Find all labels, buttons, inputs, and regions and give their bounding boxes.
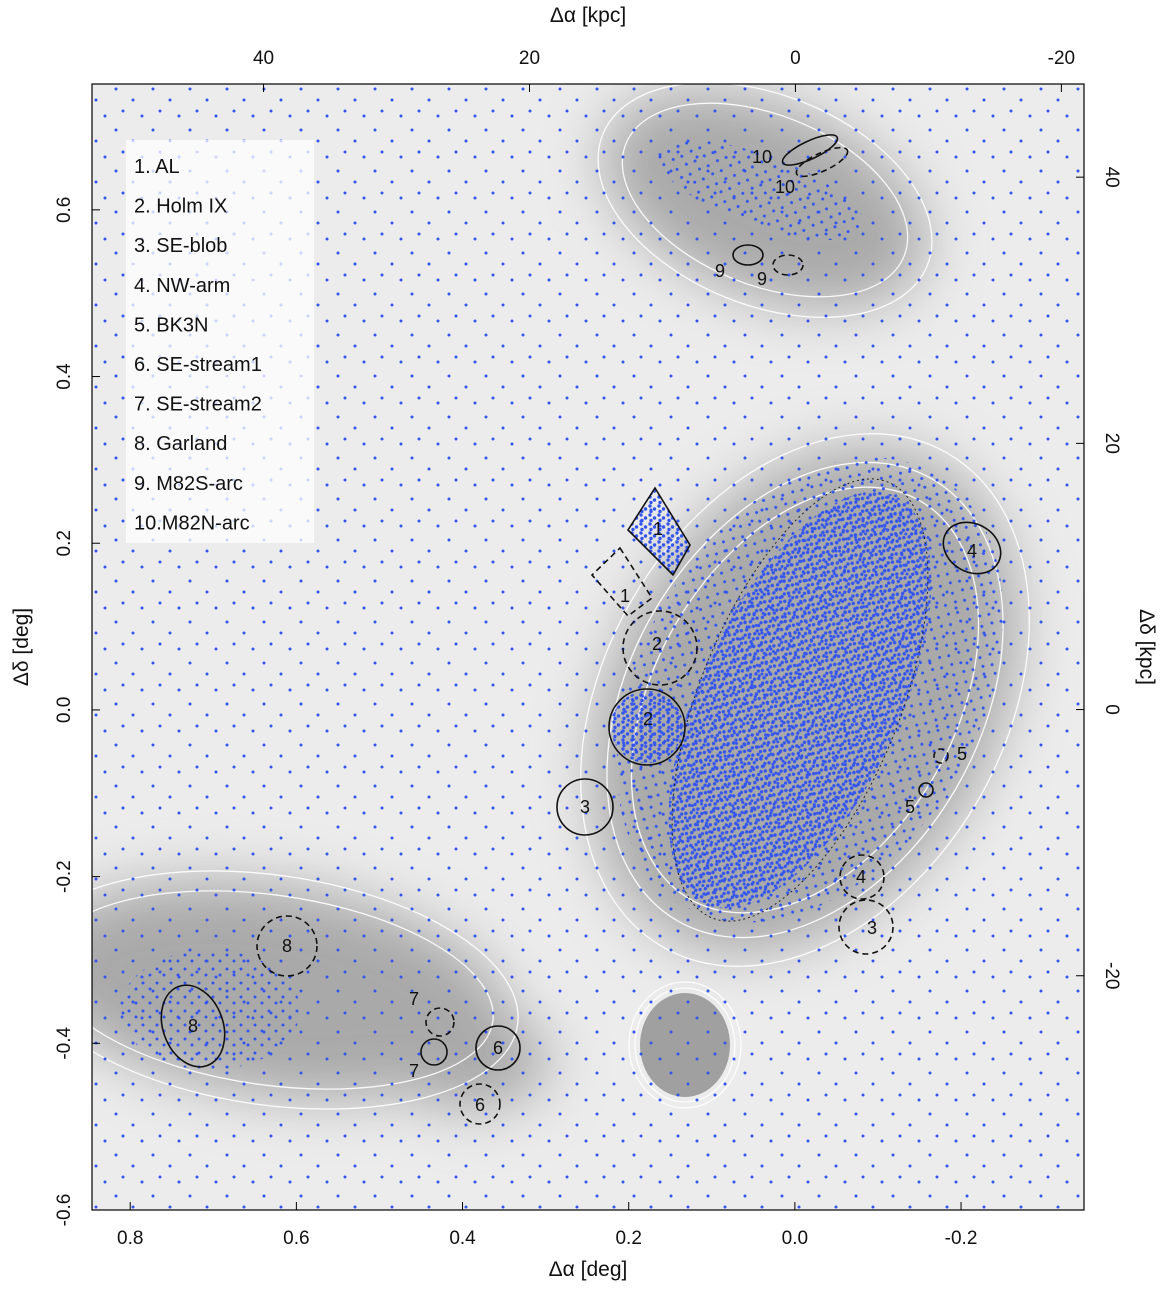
- region-label: 6: [475, 1095, 485, 1115]
- region-label: 3: [867, 918, 877, 938]
- figure: 10 10 9 9 1 1 2 2 3 3 4 4 5 5 8 8 7 7 6 …: [0, 0, 1162, 1288]
- legend-item: 6. SE-stream1: [134, 354, 262, 376]
- y-tick-label: -0.4: [54, 1027, 75, 1060]
- x2-tick-label: 20: [519, 48, 540, 69]
- legend-item: 10.M82N-arc: [134, 512, 250, 534]
- x-axis-title: Δα [deg]: [549, 1258, 628, 1281]
- x2-tick-label: -20: [1048, 48, 1075, 69]
- region-label: 9: [757, 269, 767, 289]
- region-label: 5: [905, 797, 915, 817]
- y-tick-label: -0.2: [54, 860, 75, 893]
- legend-item: 5. BK3N: [134, 314, 208, 336]
- y-axis-title: Δδ [deg]: [10, 608, 33, 686]
- y2-tick-label: 40: [1101, 167, 1122, 188]
- x2-axis-title: Δα [kpc]: [550, 4, 626, 27]
- x-tick-label: 0.8: [117, 1228, 143, 1249]
- x2-tick-label: 40: [253, 48, 274, 69]
- y2-tick-label: -20: [1101, 962, 1122, 989]
- legend-item: 4. NW-arm: [134, 275, 230, 297]
- y2-axis-title: Δδ [kpc]: [1135, 609, 1158, 685]
- legend-item: 7. SE-stream2: [134, 394, 262, 416]
- region-label: 3: [580, 797, 590, 817]
- x-tick-label: 0.2: [615, 1228, 641, 1249]
- region-label: 7: [409, 1061, 419, 1081]
- region-label: 1: [653, 519, 663, 539]
- region-label: 4: [856, 867, 866, 887]
- legend-item: 2. Holm IX: [134, 196, 227, 218]
- y-tick-label: 0.2: [54, 530, 75, 556]
- x-tick-label: 0.6: [283, 1228, 309, 1249]
- region-label: 5: [957, 744, 967, 764]
- y2-tick-label: 20: [1101, 433, 1122, 454]
- region-label: 2: [652, 634, 662, 654]
- region-label: 10: [775, 177, 795, 197]
- x2-tick-label: 0: [790, 48, 801, 69]
- x-tick-label: 0.4: [449, 1228, 476, 1249]
- legend-item: 3. SE-blob: [134, 235, 227, 257]
- region-label: 10: [752, 147, 772, 167]
- y2-tick-label: 0: [1101, 704, 1122, 715]
- region-label: 8: [282, 936, 292, 956]
- region-label: 9: [715, 261, 725, 281]
- x-tick-label: 0.0: [782, 1228, 808, 1249]
- region-label: 1: [620, 586, 630, 606]
- y-tick-label: 0.0: [54, 697, 75, 723]
- region-label: 8: [188, 1016, 198, 1036]
- y-tick-label: -0.6: [54, 1194, 75, 1227]
- region-label: 2: [643, 709, 653, 729]
- region-label: 7: [409, 989, 419, 1009]
- x-tick-label: -0.2: [945, 1228, 978, 1249]
- legend-item: 9. M82S-arc: [134, 473, 243, 495]
- region-label: 4: [967, 541, 977, 561]
- legend-item: 8. Garland: [134, 433, 227, 455]
- y-tick-label: 0.6: [54, 197, 75, 223]
- legend-item: 1. AL: [134, 156, 180, 178]
- y-tick-label: 0.4: [54, 363, 75, 390]
- region-label: 6: [493, 1038, 503, 1058]
